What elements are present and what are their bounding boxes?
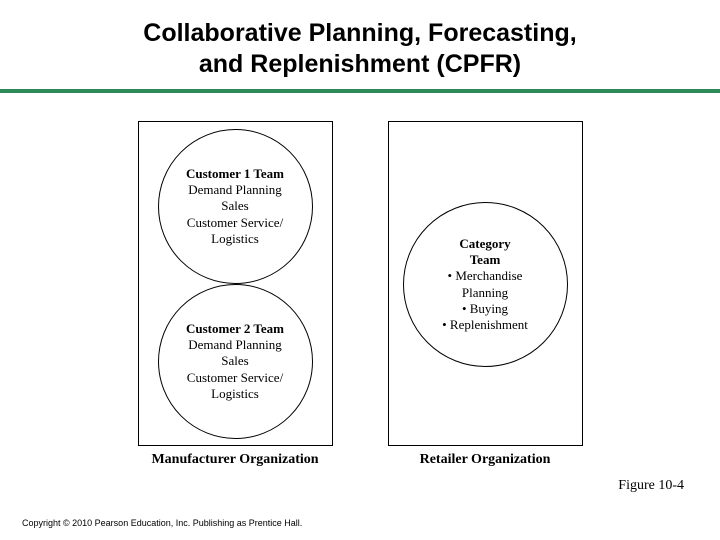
title-line-2: and Replenishment (CPFR) <box>40 49 680 80</box>
team-title: Team <box>470 252 501 268</box>
team-line: Logistics <box>211 386 259 402</box>
diagram: Customer 1 TeamDemand PlanningSalesCusto… <box>0 121 720 468</box>
team-title: Customer 2 Team <box>186 321 284 337</box>
figure-label: Figure 10-4 <box>618 478 684 494</box>
team-line: Sales <box>221 198 248 214</box>
team-line: Logistics <box>211 231 259 247</box>
retailer-panel: CategoryTeam• MerchandisePlanning• Buyin… <box>388 121 583 446</box>
retailer-label: Retailer Organization <box>388 452 583 468</box>
team-bullet: • Replenishment <box>442 317 528 333</box>
slide-title: Collaborative Planning, Forecasting, and… <box>0 0 720 89</box>
title-line-1: Collaborative Planning, Forecasting, <box>40 18 680 49</box>
team-bullet: • Buying <box>462 301 508 317</box>
team-line: Demand Planning <box>188 182 282 198</box>
team-line: Sales <box>221 353 248 369</box>
team-line: Demand Planning <box>188 337 282 353</box>
team-bullet: Planning <box>462 285 508 301</box>
manufacturer-label: Manufacturer Organization <box>138 452 333 468</box>
title-underline <box>0 89 720 93</box>
team-line: Customer Service/ <box>187 215 283 231</box>
team-circle: CategoryTeam• MerchandisePlanning• Buyin… <box>403 202 568 367</box>
copyright-text: Copyright © 2010 Pearson Education, Inc.… <box>22 518 302 528</box>
team-circle: Customer 2 TeamDemand PlanningSalesCusto… <box>158 284 313 439</box>
left-column: Customer 1 TeamDemand PlanningSalesCusto… <box>138 121 333 468</box>
team-title: Customer 1 Team <box>186 166 284 182</box>
team-line: Customer Service/ <box>187 370 283 386</box>
manufacturer-panel: Customer 1 TeamDemand PlanningSalesCusto… <box>138 121 333 446</box>
right-column: CategoryTeam• MerchandisePlanning• Buyin… <box>388 121 583 468</box>
team-bullet: • Merchandise <box>448 268 523 284</box>
team-circle: Customer 1 TeamDemand PlanningSalesCusto… <box>158 129 313 284</box>
team-title: Category <box>459 236 510 252</box>
